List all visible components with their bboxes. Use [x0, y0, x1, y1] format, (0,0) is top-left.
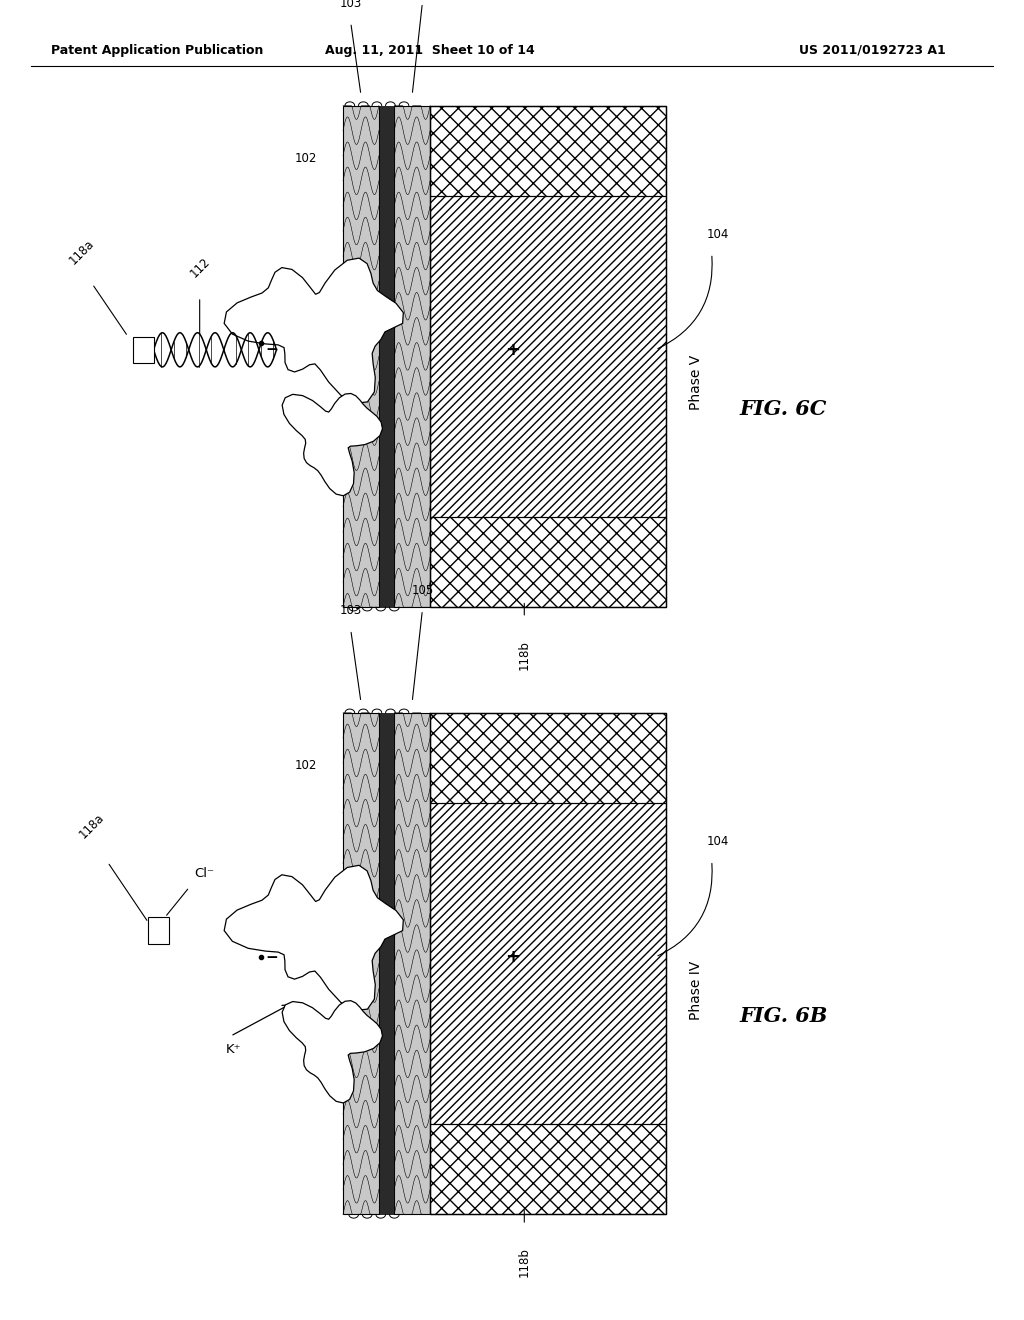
Bar	[148, 917, 169, 944]
Text: 102: 102	[295, 759, 317, 772]
Bar	[430, 803, 666, 1125]
Text: +: +	[505, 341, 520, 359]
Bar	[379, 106, 394, 607]
Text: 103: 103	[340, 0, 361, 9]
Bar	[430, 106, 666, 195]
Polygon shape	[283, 393, 383, 496]
Text: Phase V: Phase V	[689, 355, 703, 411]
Text: 104: 104	[707, 834, 729, 847]
Text: US 2011/0192723 A1: US 2011/0192723 A1	[799, 44, 945, 57]
Bar	[430, 1125, 666, 1214]
Bar	[430, 713, 666, 1214]
Bar	[430, 713, 666, 803]
Bar	[343, 106, 379, 607]
Bar	[133, 337, 154, 363]
Text: 118a: 118a	[67, 236, 97, 267]
Text: Cl⁻: Cl⁻	[195, 867, 215, 880]
Text: Phase IV: Phase IV	[689, 961, 703, 1019]
Polygon shape	[224, 866, 403, 1010]
Text: 103: 103	[340, 603, 361, 616]
Text: FIG. 6C: FIG. 6C	[739, 399, 827, 420]
Bar	[430, 106, 666, 607]
Text: K⁺: K⁺	[225, 1043, 241, 1056]
Bar	[379, 713, 394, 1214]
Text: 118b: 118b	[518, 1247, 530, 1278]
Bar	[394, 106, 430, 607]
Polygon shape	[283, 1001, 383, 1104]
Text: Patent Application Publication: Patent Application Publication	[51, 44, 263, 57]
Text: 102: 102	[295, 152, 317, 165]
Text: 118a: 118a	[77, 810, 108, 841]
Bar	[430, 517, 666, 607]
Text: 118b: 118b	[518, 640, 530, 671]
Text: 104: 104	[707, 227, 729, 240]
Text: −: −	[265, 949, 278, 965]
Text: 105: 105	[412, 583, 433, 597]
Text: Aug. 11, 2011  Sheet 10 of 14: Aug. 11, 2011 Sheet 10 of 14	[326, 44, 535, 57]
Text: −: −	[265, 342, 278, 358]
Text: 112: 112	[187, 255, 212, 280]
Polygon shape	[224, 259, 403, 403]
Bar	[394, 713, 430, 1214]
Bar	[430, 195, 666, 517]
Bar	[343, 713, 379, 1214]
Text: FIG. 6B: FIG. 6B	[739, 1006, 827, 1027]
Text: +: +	[505, 948, 520, 966]
